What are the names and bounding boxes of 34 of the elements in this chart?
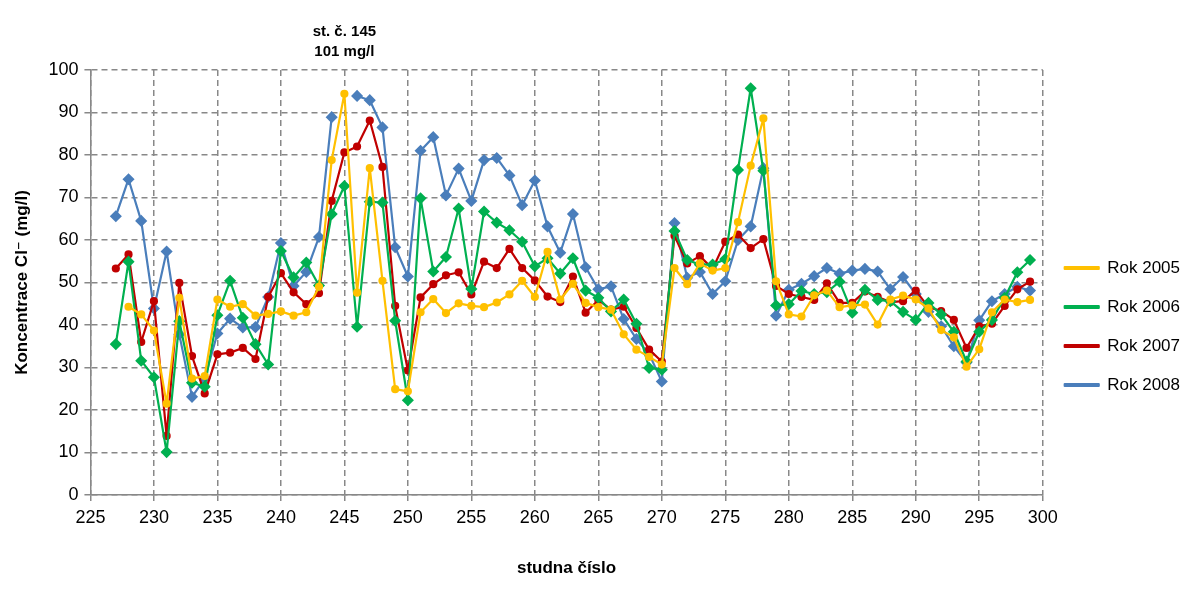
- x-tick-label: 255: [456, 506, 487, 527]
- y-tick-label: 90: [58, 101, 79, 122]
- x-tick-label: 250: [392, 506, 423, 527]
- x-tick-label: 265: [583, 506, 614, 527]
- x-tick-label: 225: [75, 506, 106, 527]
- x-tick-label: 260: [519, 506, 550, 527]
- x-tick-label: 240: [265, 506, 296, 527]
- y-tick-label: 60: [58, 228, 79, 249]
- legend-label: Rok 2008: [1107, 374, 1181, 394]
- x-tick-label: 270: [646, 506, 677, 527]
- x-tick-label: 300: [1027, 506, 1058, 527]
- x-tick-label: 245: [329, 506, 360, 527]
- x-tick-label: 285: [837, 506, 868, 527]
- x-tick-label: 280: [773, 506, 804, 527]
- x-tick-label: 290: [900, 506, 931, 527]
- y-tick-label: 50: [58, 271, 79, 292]
- y-tick-label: 100: [48, 58, 79, 79]
- y-axis-title: Koncentrace Cl⁻ (mg/l): [11, 190, 31, 375]
- legend-label: Rok 2005: [1107, 257, 1181, 277]
- x-tick-label: 230: [138, 506, 169, 527]
- y-tick-label: 0: [68, 483, 79, 504]
- legend-label: Rok 2007: [1107, 335, 1181, 355]
- x-tick-label: 295: [964, 506, 995, 527]
- x-tick-label: 235: [202, 506, 233, 527]
- y-tick-label: 80: [58, 143, 79, 164]
- x-axis-title: studna číslo: [516, 558, 617, 578]
- text: st. č. 145 101 mg/l: [312, 22, 377, 59]
- x-tick-label: 275: [710, 506, 741, 527]
- legend-label: Rok 2006: [1107, 296, 1181, 316]
- y-tick-label: 20: [58, 398, 79, 419]
- y-tick-label: 30: [58, 356, 79, 377]
- y-tick-label: 70: [58, 186, 79, 207]
- y-tick-label: 10: [58, 441, 79, 462]
- y-tick-label: 40: [58, 313, 79, 334]
